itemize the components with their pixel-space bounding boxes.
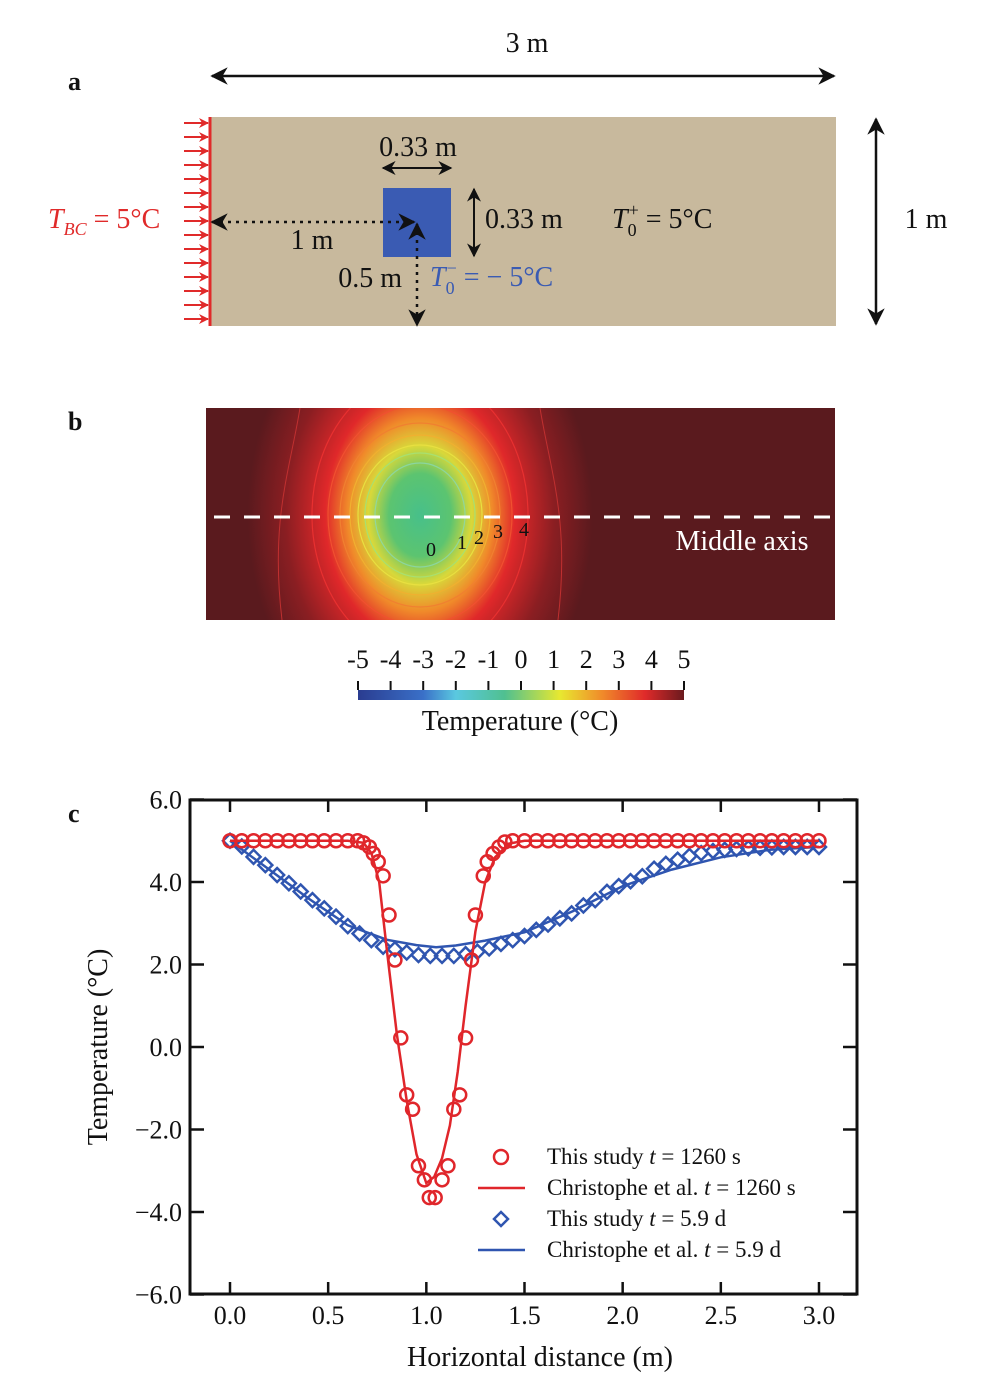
data-point-diamond bbox=[633, 867, 652, 885]
data-point-circle bbox=[393, 1030, 409, 1046]
data-point-diamond bbox=[433, 947, 451, 965]
data-point-circle bbox=[457, 1030, 474, 1046]
data-point-circle bbox=[434, 1172, 450, 1188]
data-point-diamond bbox=[621, 872, 640, 890]
block-width-label: 0.33 m bbox=[379, 132, 457, 163]
legend-entry-label: This study t = 1260 s bbox=[547, 1144, 741, 1169]
panel-a: a 3 m 1 m 0.33 m 0.33 m 1 m 0.5 m TBC = … bbox=[48, 28, 948, 327]
middle-axis-label: Middle axis bbox=[676, 526, 809, 557]
panel-b-label: b bbox=[68, 407, 82, 436]
colorbar-ticks: -5 -4 -3 -2 -1 0 1 2 3 4 5 bbox=[347, 645, 691, 690]
colorbar-tick-label: -2 bbox=[445, 645, 467, 674]
colorbar-tick-label: -4 bbox=[380, 645, 402, 674]
legend-entry-label: Christophe et al. t = 1260 s bbox=[547, 1175, 796, 1200]
data-point-circle bbox=[370, 854, 386, 870]
y-tick-label: 0.0 bbox=[150, 1033, 183, 1062]
panel-c-label: c bbox=[68, 799, 80, 828]
chart-axes: 0.0 0.5 1.0 1.5 2.0 2.5 3.0 6.0 4.0 2.0 0.0 −2.0 −4.… bbox=[135, 786, 857, 1330]
x-tick-label: 1.5 bbox=[508, 1301, 541, 1330]
data-point-diamond bbox=[421, 947, 440, 965]
x-tick-label: 2.5 bbox=[705, 1301, 738, 1330]
data-point-diamond bbox=[397, 943, 416, 962]
colorbar bbox=[358, 690, 684, 700]
colorbar-tick-label: 2 bbox=[580, 645, 593, 674]
colorbar-tick-label: 0 bbox=[515, 645, 528, 674]
boundary-arrows bbox=[184, 118, 209, 324]
width-label: 3 m bbox=[506, 28, 549, 59]
x-tick-label: 2.0 bbox=[606, 1301, 639, 1330]
x-tick-label: 3.0 bbox=[803, 1301, 836, 1330]
y-tick-label: −4.0 bbox=[135, 1198, 182, 1227]
data-point-diamond bbox=[374, 937, 392, 956]
distance-y-label: 0.5 m bbox=[338, 263, 402, 294]
initial-soil-temperature-label: T0+ = 5°C bbox=[612, 200, 712, 240]
plot-area bbox=[221, 831, 828, 1206]
y-tick-label: −6.0 bbox=[135, 1281, 182, 1310]
legend-diamond-swatch bbox=[492, 1210, 510, 1228]
data-point-circle bbox=[427, 1189, 443, 1206]
data-point-circle bbox=[404, 1101, 421, 1118]
colorbar-tick-label: 4 bbox=[645, 645, 658, 674]
contour-label-1: 1 bbox=[457, 532, 467, 554]
legend: This study t = 1260 s Christophe et al. t… bbox=[478, 1144, 796, 1262]
colorbar-tick-label: 3 bbox=[612, 645, 625, 674]
x-tick-label: 0.0 bbox=[214, 1301, 247, 1330]
series-line-3 bbox=[229, 839, 820, 949]
data-point-diamond bbox=[339, 917, 357, 935]
initial-block-temperature-label: T0− = − 5°C bbox=[430, 258, 553, 298]
contour-label-4: 4 bbox=[519, 519, 529, 541]
x-axis-label: Horizontal distance (m) bbox=[407, 1342, 673, 1373]
panel-c: c 0.0 0.5 1.0 1.5 2.0 2.5 3.0 6.0 4.0 2.0 0.0 −2.0 −… bbox=[68, 786, 859, 1373]
y-tick-label: −2.0 bbox=[135, 1116, 182, 1145]
height-label: 1 m bbox=[905, 204, 948, 235]
plot-frame bbox=[188, 798, 859, 1296]
colorbar-tick-label: -1 bbox=[478, 645, 500, 674]
block-height-label: 0.33 m bbox=[485, 204, 563, 235]
data-point-diamond bbox=[609, 877, 628, 895]
x-tick-label: 1.0 bbox=[410, 1301, 443, 1330]
legend-circle-swatch bbox=[492, 1148, 510, 1166]
contour-label-2: 2 bbox=[474, 527, 484, 549]
panel-b: b Middle axis 0 1 2 3 4 -5 -4 -3 -2 -1 0 1 2 3 4 5… bbox=[68, 407, 835, 737]
legend-entry-label: This study t = 5.9 d bbox=[547, 1206, 727, 1231]
boundary-temperature-label: TBC = 5°C bbox=[48, 204, 160, 239]
contour-label-3: 3 bbox=[493, 521, 503, 543]
data-point-diamond bbox=[362, 931, 381, 949]
temperature-contours bbox=[206, 408, 835, 620]
colorbar-tick-label: 5 bbox=[678, 645, 691, 674]
y-tick-label: 4.0 bbox=[150, 868, 183, 897]
y-tick-label: 2.0 bbox=[150, 951, 183, 980]
data-point-diamond bbox=[539, 915, 557, 934]
x-tick-label: 0.5 bbox=[312, 1301, 345, 1330]
data-point-diamond bbox=[480, 939, 498, 958]
series-line-1 bbox=[230, 839, 819, 1186]
data-point-circle bbox=[421, 1189, 438, 1206]
legend-entry-label: Christophe et al. t = 5.9 d bbox=[547, 1237, 782, 1262]
data-point-diamond bbox=[503, 931, 522, 949]
data-point-diamond bbox=[386, 940, 404, 959]
colorbar-tick-label: -3 bbox=[412, 645, 434, 674]
distance-x-label: 1 m bbox=[291, 225, 334, 256]
data-point-diamond bbox=[598, 883, 616, 901]
data-point-diamond bbox=[562, 904, 581, 923]
data-point-circle bbox=[475, 868, 492, 884]
data-point-diamond bbox=[527, 921, 546, 939]
contour-label-0: 0 bbox=[426, 539, 436, 561]
frozen-block bbox=[383, 188, 451, 257]
y-tick-label: 6.0 bbox=[150, 786, 183, 815]
data-point-circle bbox=[440, 1158, 456, 1174]
data-point-diamond bbox=[409, 946, 428, 964]
panel-a-label: a bbox=[68, 67, 81, 96]
data-point-circle bbox=[467, 907, 484, 923]
colorbar-tick-label: 1 bbox=[547, 645, 560, 674]
colorbar-tick-label: -5 bbox=[347, 645, 369, 674]
colorbar-title: Temperature (°C) bbox=[422, 706, 619, 737]
y-axis-label: Temperature (°C) bbox=[83, 949, 114, 1146]
